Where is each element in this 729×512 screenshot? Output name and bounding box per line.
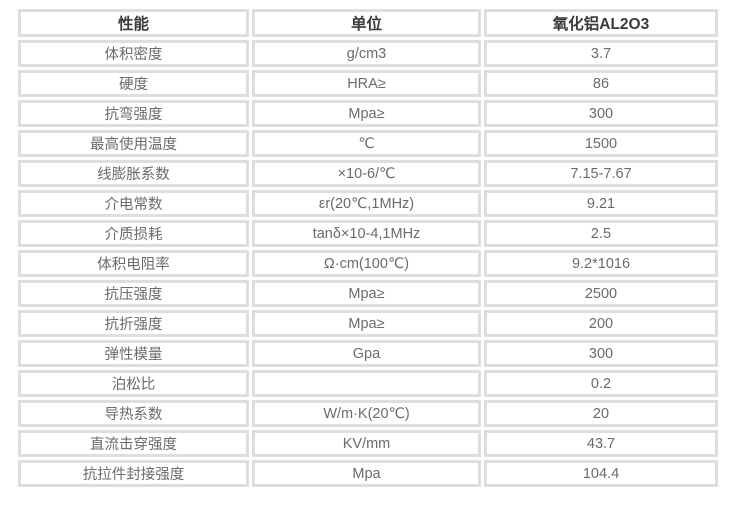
table-row: 泊松比 0.2 (18, 370, 718, 397)
table-row: 抗压强度 Mpa≥ 2500 (18, 280, 718, 307)
cell-value: 20 (484, 400, 718, 427)
cell-unit: HRA≥ (252, 70, 481, 97)
cell-unit: Mpa≥ (252, 280, 481, 307)
table-row: 硬度 HRA≥ 86 (18, 70, 718, 97)
table-row: 抗拉件封接强度 Mpa 104.4 (18, 460, 718, 487)
table-row: 体积密度 g/cm3 3.7 (18, 40, 718, 67)
cell-value: 3.7 (484, 40, 718, 67)
cell-unit: Gpa (252, 340, 481, 367)
cell-unit: εr(20℃,1MHz) (252, 190, 481, 217)
column-header-property: 性能 (18, 9, 249, 37)
table-row: 最高使用温度 ℃ 1500 (18, 130, 718, 157)
cell-value: 1500 (484, 130, 718, 157)
cell-property: 直流击穿强度 (18, 430, 249, 457)
cell-property: 硬度 (18, 70, 249, 97)
cell-value: 0.2 (484, 370, 718, 397)
table-row: 导热系数 W/m·K(20℃) 20 (18, 400, 718, 427)
cell-property: 导热系数 (18, 400, 249, 427)
cell-value: 2500 (484, 280, 718, 307)
cell-value: 9.2*1016 (484, 250, 718, 277)
table-row: 抗弯强度 Mpa≥ 300 (18, 100, 718, 127)
table-row: 抗折强度 Mpa≥ 200 (18, 310, 718, 337)
cell-unit: g/cm3 (252, 40, 481, 67)
cell-value: 9.21 (484, 190, 718, 217)
cell-value: 2.5 (484, 220, 718, 247)
table-row: 体积电阻率 Ω·cm(100℃) 9.2*1016 (18, 250, 718, 277)
cell-unit: tanδ×10-4,1MHz (252, 220, 481, 247)
column-header-value: 氧化铝AL2O3 (484, 9, 718, 37)
cell-value: 300 (484, 340, 718, 367)
cell-property: 抗压强度 (18, 280, 249, 307)
cell-property: 介质损耗 (18, 220, 249, 247)
material-properties-table: 性能 单位 氧化铝AL2O3 体积密度 g/cm3 3.7 硬度 HRA≥ 86 抗弯强度 M… (15, 6, 721, 490)
cell-property: 弹性模量 (18, 340, 249, 367)
cell-unit: W/m·K(20℃) (252, 400, 481, 427)
table-row: 线膨胀系数 ×10-6/℃ 7.15-7.67 (18, 160, 718, 187)
cell-value: 104.4 (484, 460, 718, 487)
cell-value: 43.7 (484, 430, 718, 457)
table-body: 体积密度 g/cm3 3.7 硬度 HRA≥ 86 抗弯强度 Mpa≥ 300 最高使用温度 ℃ 15… (18, 40, 718, 487)
cell-property: 最高使用温度 (18, 130, 249, 157)
cell-value: 86 (484, 70, 718, 97)
header-row: 性能 单位 氧化铝AL2O3 (18, 9, 718, 37)
table-header: 性能 单位 氧化铝AL2O3 (18, 9, 718, 37)
cell-property: 体积电阻率 (18, 250, 249, 277)
cell-unit: Mpa≥ (252, 310, 481, 337)
cell-property: 线膨胀系数 (18, 160, 249, 187)
cell-value: 300 (484, 100, 718, 127)
cell-value: 7.15-7.67 (484, 160, 718, 187)
cell-unit (252, 370, 481, 397)
cell-property: 体积密度 (18, 40, 249, 67)
cell-unit: ×10-6/℃ (252, 160, 481, 187)
cell-unit: Ω·cm(100℃) (252, 250, 481, 277)
cell-unit: ℃ (252, 130, 481, 157)
column-header-unit: 单位 (252, 9, 481, 37)
cell-property: 泊松比 (18, 370, 249, 397)
table-row: 弹性模量 Gpa 300 (18, 340, 718, 367)
table-row: 介质损耗 tanδ×10-4,1MHz 2.5 (18, 220, 718, 247)
spec-table-container: 性能 单位 氧化铝AL2O3 体积密度 g/cm3 3.7 硬度 HRA≥ 86 抗弯强度 M… (15, 6, 721, 490)
cell-property: 抗折强度 (18, 310, 249, 337)
cell-property: 抗弯强度 (18, 100, 249, 127)
cell-value: 200 (484, 310, 718, 337)
cell-property: 抗拉件封接强度 (18, 460, 249, 487)
table-row: 直流击穿强度 KV/mm 43.7 (18, 430, 718, 457)
cell-unit: Mpa (252, 460, 481, 487)
cell-unit: KV/mm (252, 430, 481, 457)
cell-property: 介电常数 (18, 190, 249, 217)
cell-unit: Mpa≥ (252, 100, 481, 127)
table-row: 介电常数 εr(20℃,1MHz) 9.21 (18, 190, 718, 217)
